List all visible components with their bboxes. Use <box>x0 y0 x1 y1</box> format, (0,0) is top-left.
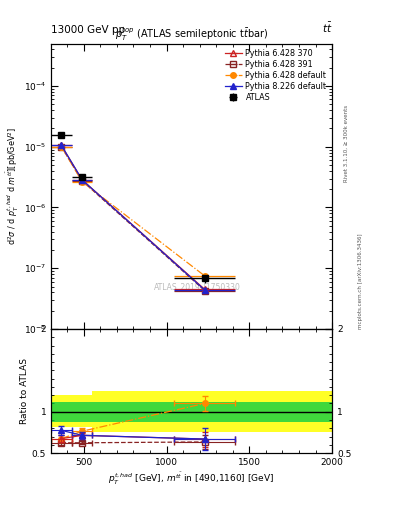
Title: $p_T^{top}$ (ATLAS semileptonic t$\bar{t}$bar): $p_T^{top}$ (ATLAS semileptonic t$\bar{t… <box>115 25 268 43</box>
X-axis label: $p_T^{t,had}$ [GeV], $m^{t\bar{t}}$ in [490,1160] [GeV]: $p_T^{t,had}$ [GeV], $m^{t\bar{t}}$ in [… <box>108 471 275 487</box>
Bar <box>51 395 92 426</box>
Bar <box>92 391 332 433</box>
Text: 13000 GeV pp: 13000 GeV pp <box>51 25 125 35</box>
Text: $t\bar{t}$: $t\bar{t}$ <box>321 20 332 35</box>
Text: ATLAS_2019_I1750330: ATLAS_2019_I1750330 <box>154 282 241 291</box>
Y-axis label: d$^2\sigma$ / d $p_T^{t,had}$ d $m^{t\bar{t}}$][pb/GeV$^2$]: d$^2\sigma$ / d $p_T^{t,had}$ d $m^{t\ba… <box>5 127 21 245</box>
Y-axis label: Ratio to ATLAS: Ratio to ATLAS <box>20 358 29 424</box>
Text: Rivet 3.1.10, ≥ 300k events: Rivet 3.1.10, ≥ 300k events <box>344 105 349 182</box>
Legend: Pythia 6.428 370, Pythia 6.428 391, Pythia 6.428 default, Pythia 8.226 default, : Pythia 6.428 370, Pythia 6.428 391, Pyth… <box>222 47 329 104</box>
Text: mcplots.cern.ch [arXiv:1306.3436]: mcplots.cern.ch [arXiv:1306.3436] <box>358 234 363 329</box>
Bar <box>51 402 332 422</box>
